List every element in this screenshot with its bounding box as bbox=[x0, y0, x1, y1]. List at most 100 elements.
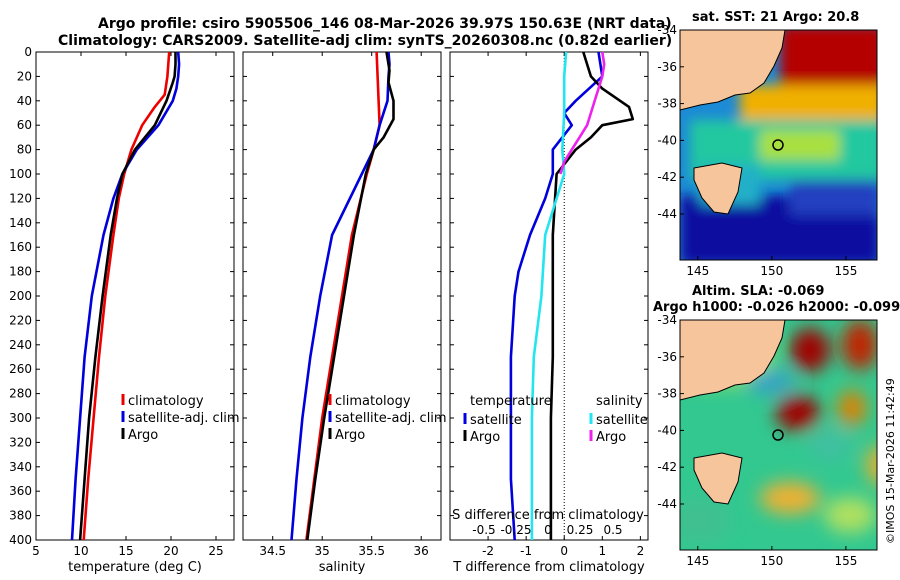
diff-top-label: S difference from climatology bbox=[452, 508, 644, 523]
depth-tick-label: 220 bbox=[9, 313, 32, 327]
temp-xtick-label: 20 bbox=[163, 544, 178, 558]
temp-legend-satellite-adj-clim: satellite-adj. clim bbox=[128, 411, 240, 426]
sla-map bbox=[680, 320, 877, 550]
sal-xtick-label: 36 bbox=[414, 544, 429, 558]
sla-lat-tick-label: -38 bbox=[657, 387, 677, 401]
diff-xtick-label: 2 bbox=[637, 544, 645, 558]
depth-tick-label: 160 bbox=[9, 240, 32, 254]
temp-xtick-label: 5 bbox=[32, 544, 40, 558]
sal-legend-argo: Argo bbox=[335, 428, 365, 443]
sla-map-title-2: Argo h1000: -0.026 h2000: -0.099 bbox=[653, 300, 900, 315]
depth-tick-label: 320 bbox=[9, 435, 32, 449]
sst-argo-marker bbox=[772, 139, 784, 151]
imos-credit: ©IMOS 15-Mar-2026 11:42:49 bbox=[884, 378, 897, 544]
diff-legend-s-satellite: satellite bbox=[596, 413, 648, 428]
diff-top-tick-label: -0.5 bbox=[472, 523, 495, 537]
sst-lon-tick-label: 155 bbox=[834, 264, 857, 278]
sal-xtick-label: 35 bbox=[315, 544, 330, 558]
diff-xtick-label: 1 bbox=[598, 544, 606, 558]
sla-argo-marker bbox=[772, 429, 784, 441]
diff-legend-s-argo: Argo bbox=[596, 430, 626, 445]
diff-legend-t-satellite: satellite bbox=[470, 413, 522, 428]
depth-tick-label: 40 bbox=[17, 94, 32, 108]
sla-lat-tick-label: -36 bbox=[657, 350, 677, 364]
diff-xtick-label: -2 bbox=[482, 544, 494, 558]
sst-lat-tick-label: -36 bbox=[657, 60, 677, 74]
sla-lat-tick-label: -44 bbox=[657, 497, 677, 511]
diff-axes-frame bbox=[449, 51, 649, 541]
sst-map-frame bbox=[679, 29, 878, 261]
diff-series-t-satellite bbox=[509, 51, 604, 541]
depth-tick-label: 260 bbox=[9, 362, 32, 376]
temp-xlabel: temperature (deg C) bbox=[68, 560, 202, 575]
sal-legend-climatology: climatology bbox=[335, 394, 411, 409]
temp-xtick-label: 25 bbox=[208, 544, 223, 558]
diff-top-tick-label: 0.25 bbox=[567, 523, 594, 537]
depth-tick-label: 0 bbox=[24, 45, 32, 59]
diff-legend-temperature-header: temperature bbox=[470, 394, 552, 409]
sst-map bbox=[680, 30, 877, 260]
sst-lat-tick-label: -44 bbox=[657, 207, 677, 221]
temp-series-argo bbox=[78, 52, 177, 541]
sal-xlabel: salinity bbox=[319, 560, 366, 575]
depth-tick-label: 240 bbox=[9, 338, 32, 352]
figure-title-line1: Argo profile: csiro 5905506_146 08-Mar-2… bbox=[98, 16, 672, 32]
depth-tick-label: 380 bbox=[9, 509, 32, 523]
diff-xtick-label: 0 bbox=[560, 544, 568, 558]
diff-top-tick-label: 0.5 bbox=[603, 523, 622, 537]
depth-tick-label: 140 bbox=[9, 216, 32, 230]
depth-tick-label: 400 bbox=[9, 533, 32, 547]
depth-tick-label: 360 bbox=[9, 484, 32, 498]
sal-xtick-label: 35.5 bbox=[358, 544, 385, 558]
diff-top-tick-label: -0.25 bbox=[500, 523, 531, 537]
diff-series-s-argo bbox=[559, 51, 606, 175]
depth-tick-label: 280 bbox=[9, 387, 32, 401]
sla-lon-tick-label: 150 bbox=[760, 554, 783, 568]
figure-title-line2: Climatology: CARS2009. Satellite-adj cli… bbox=[58, 33, 673, 49]
temp-legend-climatology: climatology bbox=[128, 394, 204, 409]
sla-lat-tick-label: -40 bbox=[657, 423, 677, 437]
depth-tick-label: 200 bbox=[9, 289, 32, 303]
sst-lon-tick-label: 145 bbox=[686, 264, 709, 278]
diff-legend-t-argo: Argo bbox=[470, 430, 500, 445]
depth-tick-label: 120 bbox=[9, 191, 32, 205]
sst-tasmania bbox=[693, 162, 743, 215]
depth-tick-label: 180 bbox=[9, 265, 32, 279]
sla-lon-tick-label: 145 bbox=[686, 554, 709, 568]
depth-tick-label: 80 bbox=[17, 143, 32, 157]
sla-tasmania bbox=[693, 452, 743, 505]
depth-tick-label: 340 bbox=[9, 460, 32, 474]
temp-legend-argo: Argo bbox=[128, 428, 158, 443]
sla-lon-tick-label: 155 bbox=[834, 554, 857, 568]
sst-field bbox=[680, 30, 877, 260]
sal-xtick-label: 34.5 bbox=[259, 544, 286, 558]
diff-panel: -2 -1 0 1 2 T difference from climatology temp… bbox=[449, 51, 649, 575]
sla-map-frame bbox=[679, 319, 878, 551]
diff-legend-salinity-header: salinity bbox=[596, 394, 643, 409]
temp-xtick-label: 15 bbox=[118, 544, 133, 558]
depth-tick-label: 100 bbox=[9, 167, 32, 181]
temp-panel: 5 10 15 20 25 0 20 40 60 80 100 120 140 160 180 200 220 2… bbox=[9, 45, 240, 575]
diff-xtick-label: -1 bbox=[520, 544, 532, 558]
sst-map-title: sat. SST: 21 Argo: 20.8 bbox=[692, 10, 860, 25]
sst-lat-tick-label: -40 bbox=[657, 133, 677, 147]
sal-panel: 34.5 35 35.5 36 salinity climatology satellite… bbox=[242, 51, 447, 575]
temp-series-climatology bbox=[82, 51, 171, 541]
sla-lat-tick-label: -34 bbox=[657, 313, 677, 327]
sal-legend-satellite-adj-clim: satellite-adj. clim bbox=[335, 411, 447, 426]
depth-tick-label: 60 bbox=[17, 118, 32, 132]
sla-lat-tick-label: -42 bbox=[657, 460, 677, 474]
sla-mainland bbox=[680, 320, 786, 401]
temp-axes-frame bbox=[35, 51, 235, 541]
diff-series-s-satellite bbox=[530, 51, 568, 540]
diff-top-tick-label: 0 bbox=[544, 523, 552, 537]
sla-map-title-1: Altim. SLA: -0.069 bbox=[692, 284, 825, 299]
sst-lat-tick-label: -42 bbox=[657, 170, 677, 184]
depth-tick-label: 20 bbox=[17, 69, 32, 83]
diff-series-t-argo bbox=[549, 51, 635, 540]
sst-lat-tick-label: -38 bbox=[657, 97, 677, 111]
sst-mainland bbox=[680, 30, 786, 111]
depth-tick-label: 300 bbox=[9, 411, 32, 425]
sst-lat-tick-label: -34 bbox=[657, 23, 677, 37]
